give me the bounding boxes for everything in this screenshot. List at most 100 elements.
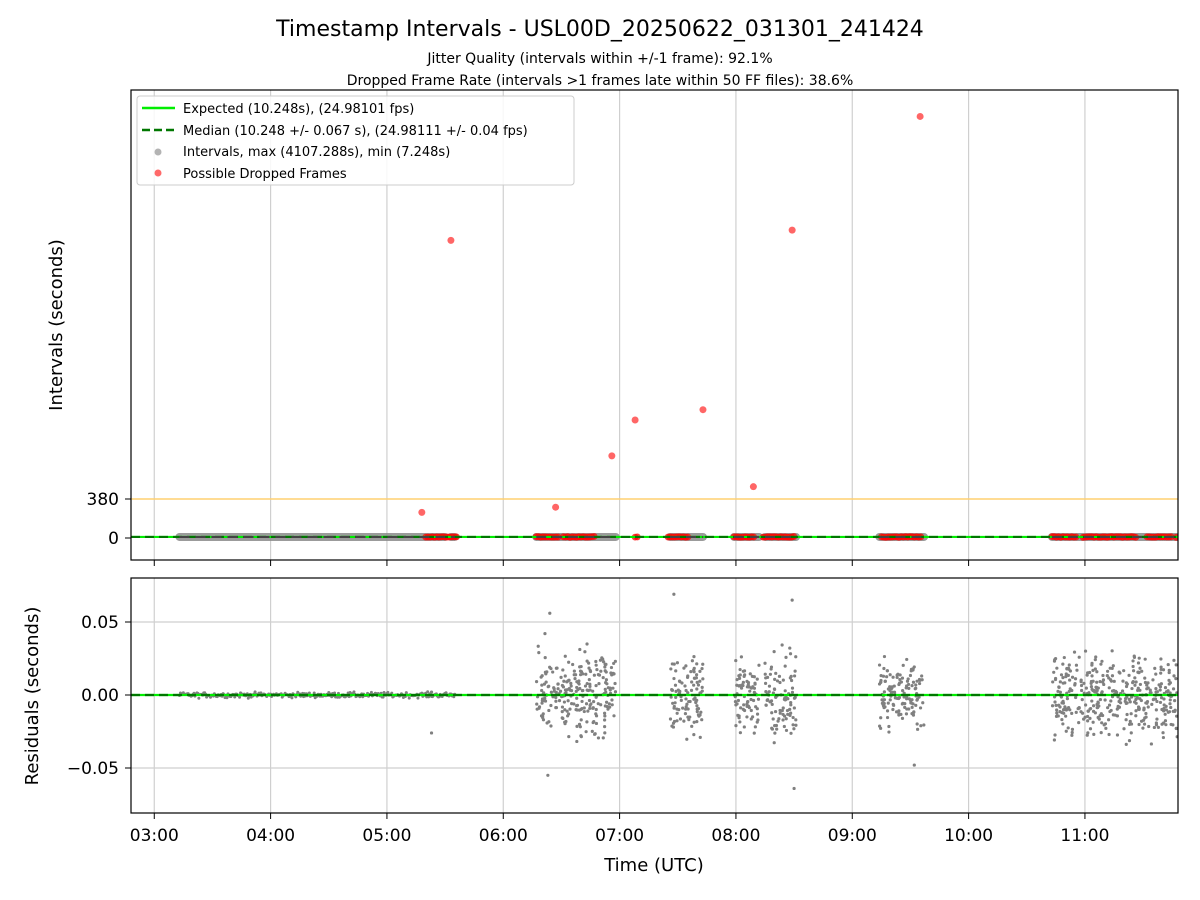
residual-point xyxy=(784,655,788,659)
residual-point xyxy=(736,698,741,703)
residual-point xyxy=(738,731,742,735)
residual-point xyxy=(1143,657,1147,661)
residual-point xyxy=(577,722,582,726)
residual-point xyxy=(1050,704,1055,708)
residual-point xyxy=(1138,666,1142,670)
residual-point xyxy=(770,702,774,707)
residual-point xyxy=(755,712,760,716)
residual-point xyxy=(573,677,577,681)
residual-point xyxy=(593,732,597,736)
residual-point xyxy=(1159,657,1163,661)
x-tick-label: 06:00 xyxy=(479,826,528,846)
residual-point xyxy=(671,701,675,705)
residual-point xyxy=(919,724,923,728)
residual-point xyxy=(565,688,569,692)
residual-point xyxy=(915,722,919,726)
residual-point xyxy=(1127,739,1132,743)
legend-intervals-marker xyxy=(154,148,162,156)
residual-point xyxy=(1112,679,1116,683)
residual-point xyxy=(1090,661,1094,665)
residual-point xyxy=(386,690,390,694)
residual-point xyxy=(699,710,703,714)
residual-point xyxy=(1070,675,1075,679)
residual-point xyxy=(601,675,605,680)
residual-point xyxy=(780,643,784,647)
residual-point xyxy=(790,686,795,690)
residual-point xyxy=(756,718,760,722)
residual-point xyxy=(885,715,890,720)
residual-point xyxy=(895,675,899,680)
residual-point xyxy=(775,727,779,731)
residual-point xyxy=(575,739,579,744)
x-tick-label: 09:00 xyxy=(828,826,877,846)
residual-point xyxy=(885,709,890,713)
residual-point xyxy=(1095,670,1099,674)
residual-point xyxy=(581,672,585,676)
residual-point xyxy=(1111,713,1115,717)
residual-point xyxy=(577,679,581,683)
residual-point xyxy=(1077,655,1081,659)
residual-point xyxy=(1144,711,1148,716)
residual-point xyxy=(585,642,589,646)
residual-point xyxy=(1057,685,1061,689)
residual-point xyxy=(768,672,773,676)
residual-point xyxy=(1120,689,1125,693)
residual-point xyxy=(763,681,768,686)
residual-point xyxy=(1085,714,1090,719)
residual-point xyxy=(1104,726,1108,730)
residual-point xyxy=(1129,731,1133,735)
residual-point xyxy=(426,690,430,694)
residual-point xyxy=(904,686,908,690)
residual-point xyxy=(1134,714,1138,718)
residual-point xyxy=(737,716,741,720)
residual-point xyxy=(749,697,753,702)
residual-point xyxy=(1158,688,1162,692)
residual-point xyxy=(584,730,588,734)
residual-point xyxy=(738,667,742,672)
residual-point xyxy=(1067,706,1071,710)
residual-point xyxy=(586,709,590,713)
residual-point xyxy=(1137,722,1141,727)
residual-point xyxy=(560,716,564,720)
residual-point xyxy=(1092,704,1096,708)
residual-point xyxy=(1172,658,1176,662)
residual-point xyxy=(1136,686,1140,690)
residual-point xyxy=(1163,686,1168,690)
residual-point xyxy=(588,688,592,692)
residual-point xyxy=(1115,733,1120,737)
residual-point xyxy=(307,691,311,695)
residual-point xyxy=(1138,682,1143,687)
residual-point xyxy=(1088,727,1093,731)
residual-point xyxy=(1167,710,1172,714)
residual-point xyxy=(793,695,797,699)
residual-point xyxy=(775,679,780,683)
residual-point xyxy=(684,664,688,668)
residual-point xyxy=(1077,720,1081,725)
residual-point xyxy=(1070,733,1074,737)
residual-point xyxy=(549,666,553,671)
residual-point xyxy=(1159,665,1163,669)
residual-point xyxy=(783,689,787,693)
residual-point xyxy=(1055,711,1059,715)
x-tick-label: 05:00 xyxy=(362,826,411,846)
residual-point xyxy=(1141,726,1145,730)
residual-point xyxy=(547,708,551,713)
residuals-y-tick-label: −0.05 xyxy=(67,759,119,779)
residual-point xyxy=(585,681,589,686)
residual-point xyxy=(781,678,785,682)
residual-point xyxy=(556,687,560,691)
residual-point xyxy=(671,725,676,729)
residual-point xyxy=(574,707,578,712)
residual-point xyxy=(774,671,778,675)
residual-point xyxy=(757,663,761,667)
residual-point xyxy=(578,665,582,669)
residual-point xyxy=(734,658,738,663)
residual-point xyxy=(404,691,408,695)
residual-point xyxy=(608,688,612,692)
residual-point xyxy=(1105,669,1110,673)
residual-point xyxy=(1150,702,1154,706)
residual-point xyxy=(739,686,744,690)
residual-point xyxy=(1135,696,1139,700)
residual-point xyxy=(1054,703,1058,707)
residual-point xyxy=(551,670,555,674)
